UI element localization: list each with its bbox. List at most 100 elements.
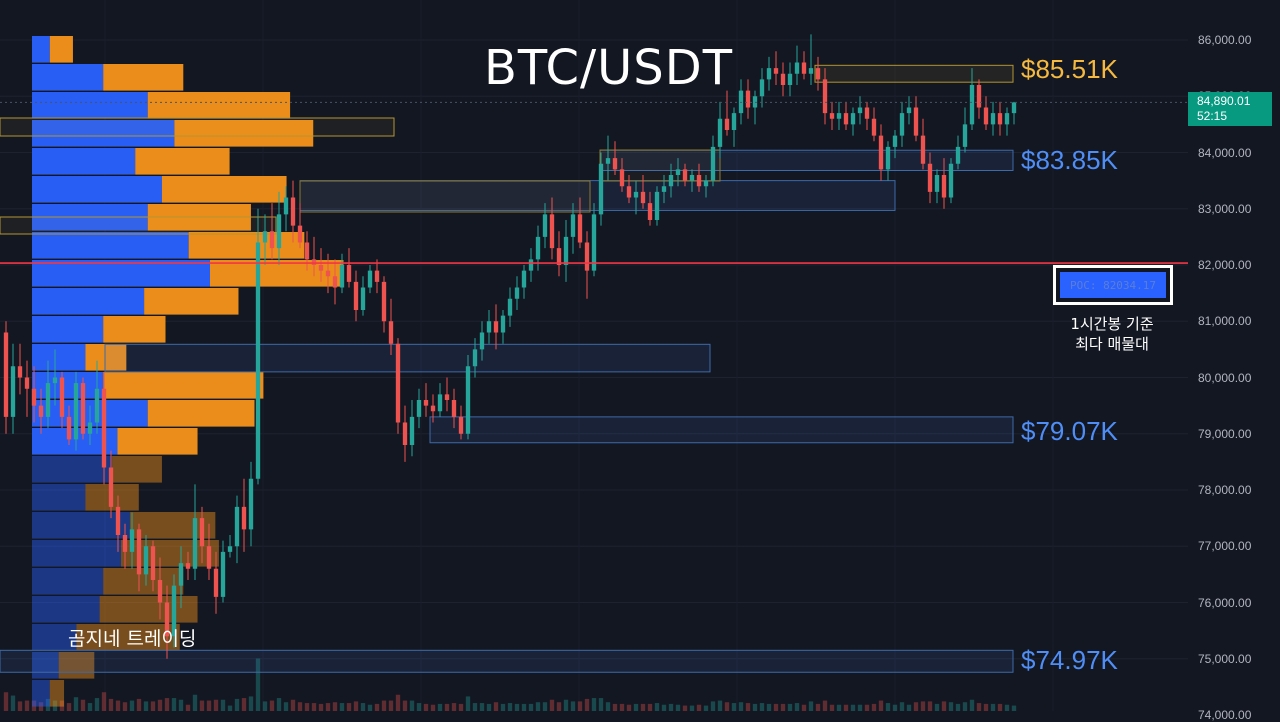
volume-bar xyxy=(955,703,961,711)
volume-bar xyxy=(388,700,394,711)
volume-bar xyxy=(3,692,9,711)
candle-body xyxy=(500,315,506,333)
last-price-tag: 84,890.01 52:15 xyxy=(1188,92,1272,126)
volume-bar xyxy=(738,702,744,711)
volume-bar xyxy=(507,703,513,711)
candle-body xyxy=(661,186,667,192)
level-label-74k: $74.97K xyxy=(1021,645,1118,675)
candle-body xyxy=(983,107,989,125)
volume-bar xyxy=(115,700,121,711)
candle-body xyxy=(703,180,709,187)
volume-bar xyxy=(997,703,1003,711)
price-tick-label: 84,000.00 xyxy=(1198,145,1252,160)
candle-body xyxy=(493,321,499,333)
candle-body xyxy=(185,563,191,569)
volume-bar xyxy=(444,703,450,711)
volume-bar xyxy=(941,701,947,711)
volume-bar xyxy=(927,701,933,711)
candle-body xyxy=(402,422,408,445)
volume-bar xyxy=(514,703,520,711)
volume-bar xyxy=(297,702,303,711)
volume-bar xyxy=(787,703,793,711)
volume-bar xyxy=(612,703,618,711)
candle-body xyxy=(675,169,681,175)
candle-body xyxy=(801,62,807,74)
candle-body xyxy=(521,270,527,288)
candle-body xyxy=(787,73,793,85)
candle-body xyxy=(969,85,975,125)
volume-bar xyxy=(780,703,786,711)
profile-sell-bar xyxy=(49,36,73,63)
candle-body xyxy=(584,242,590,271)
profile-buy-bar xyxy=(32,456,113,483)
candle-body xyxy=(52,377,58,384)
candle-body xyxy=(598,163,604,215)
volume-bar xyxy=(367,704,373,711)
profile-buy-bar xyxy=(32,624,77,651)
volume-bar xyxy=(752,703,758,711)
volume-bar xyxy=(745,703,751,711)
candle-body xyxy=(227,546,233,552)
volume-bar xyxy=(73,697,79,711)
volume-bar xyxy=(304,703,310,711)
volume-bar xyxy=(808,701,814,711)
volume-bar xyxy=(619,703,625,711)
candle-body xyxy=(955,146,961,164)
candle-body xyxy=(794,62,800,74)
price-tick-label: 86,000.00 xyxy=(1198,33,1252,47)
candle-body xyxy=(906,107,912,114)
candle-body xyxy=(773,68,779,74)
volume-bar xyxy=(346,703,352,711)
volume-bar xyxy=(962,702,968,711)
candle-body xyxy=(745,90,751,108)
volume-bar xyxy=(10,695,16,711)
candle-body xyxy=(808,68,814,74)
candle-body xyxy=(976,85,982,108)
candle-body xyxy=(262,231,268,243)
price-tick-label: 83,000.00 xyxy=(1198,201,1252,216)
candle-body xyxy=(612,158,618,170)
volume-bar xyxy=(556,702,562,711)
profile-sell-bar xyxy=(144,288,239,315)
candle-body xyxy=(297,225,303,243)
volume-bar xyxy=(458,703,464,711)
volume-bar xyxy=(220,699,226,711)
volume-bar xyxy=(913,702,919,711)
volume-bar xyxy=(906,704,912,711)
volume-bar xyxy=(94,698,100,711)
profile-sell-bar xyxy=(58,652,95,679)
profile-sell-bar xyxy=(147,400,255,427)
volume-bar xyxy=(227,705,233,711)
volume-bar xyxy=(472,703,478,711)
price-zone xyxy=(299,180,896,211)
candle-body xyxy=(731,113,737,130)
profile-buy-bar xyxy=(32,148,136,175)
volume-bar xyxy=(311,703,317,711)
candle-body xyxy=(276,214,282,249)
volume-bar xyxy=(836,704,842,711)
candle-body xyxy=(752,96,758,108)
volume-bar xyxy=(437,703,443,711)
volume-bar xyxy=(234,698,240,711)
last-price-value: 84,890.01 xyxy=(1197,94,1251,108)
volume-bar xyxy=(360,703,366,711)
profile-buy-bar xyxy=(32,176,162,203)
volume-bar xyxy=(192,694,198,711)
volume-bar xyxy=(402,700,408,711)
price-tick-label: 81,000.00 xyxy=(1198,314,1252,329)
profile-sell-bar xyxy=(174,120,314,147)
candle-body xyxy=(143,546,149,575)
candle-body xyxy=(241,506,247,530)
profile-sell-bar xyxy=(161,176,287,203)
candle-body xyxy=(157,580,163,603)
candle-body xyxy=(780,73,786,85)
volume-bar xyxy=(661,704,667,711)
volume-bar xyxy=(129,700,135,711)
volume-bar xyxy=(143,701,149,711)
volume-bar xyxy=(598,698,604,711)
candle-body xyxy=(360,287,366,310)
profile-buy-bar xyxy=(32,120,175,147)
volume-bar xyxy=(17,701,23,711)
candle-body xyxy=(234,506,240,547)
